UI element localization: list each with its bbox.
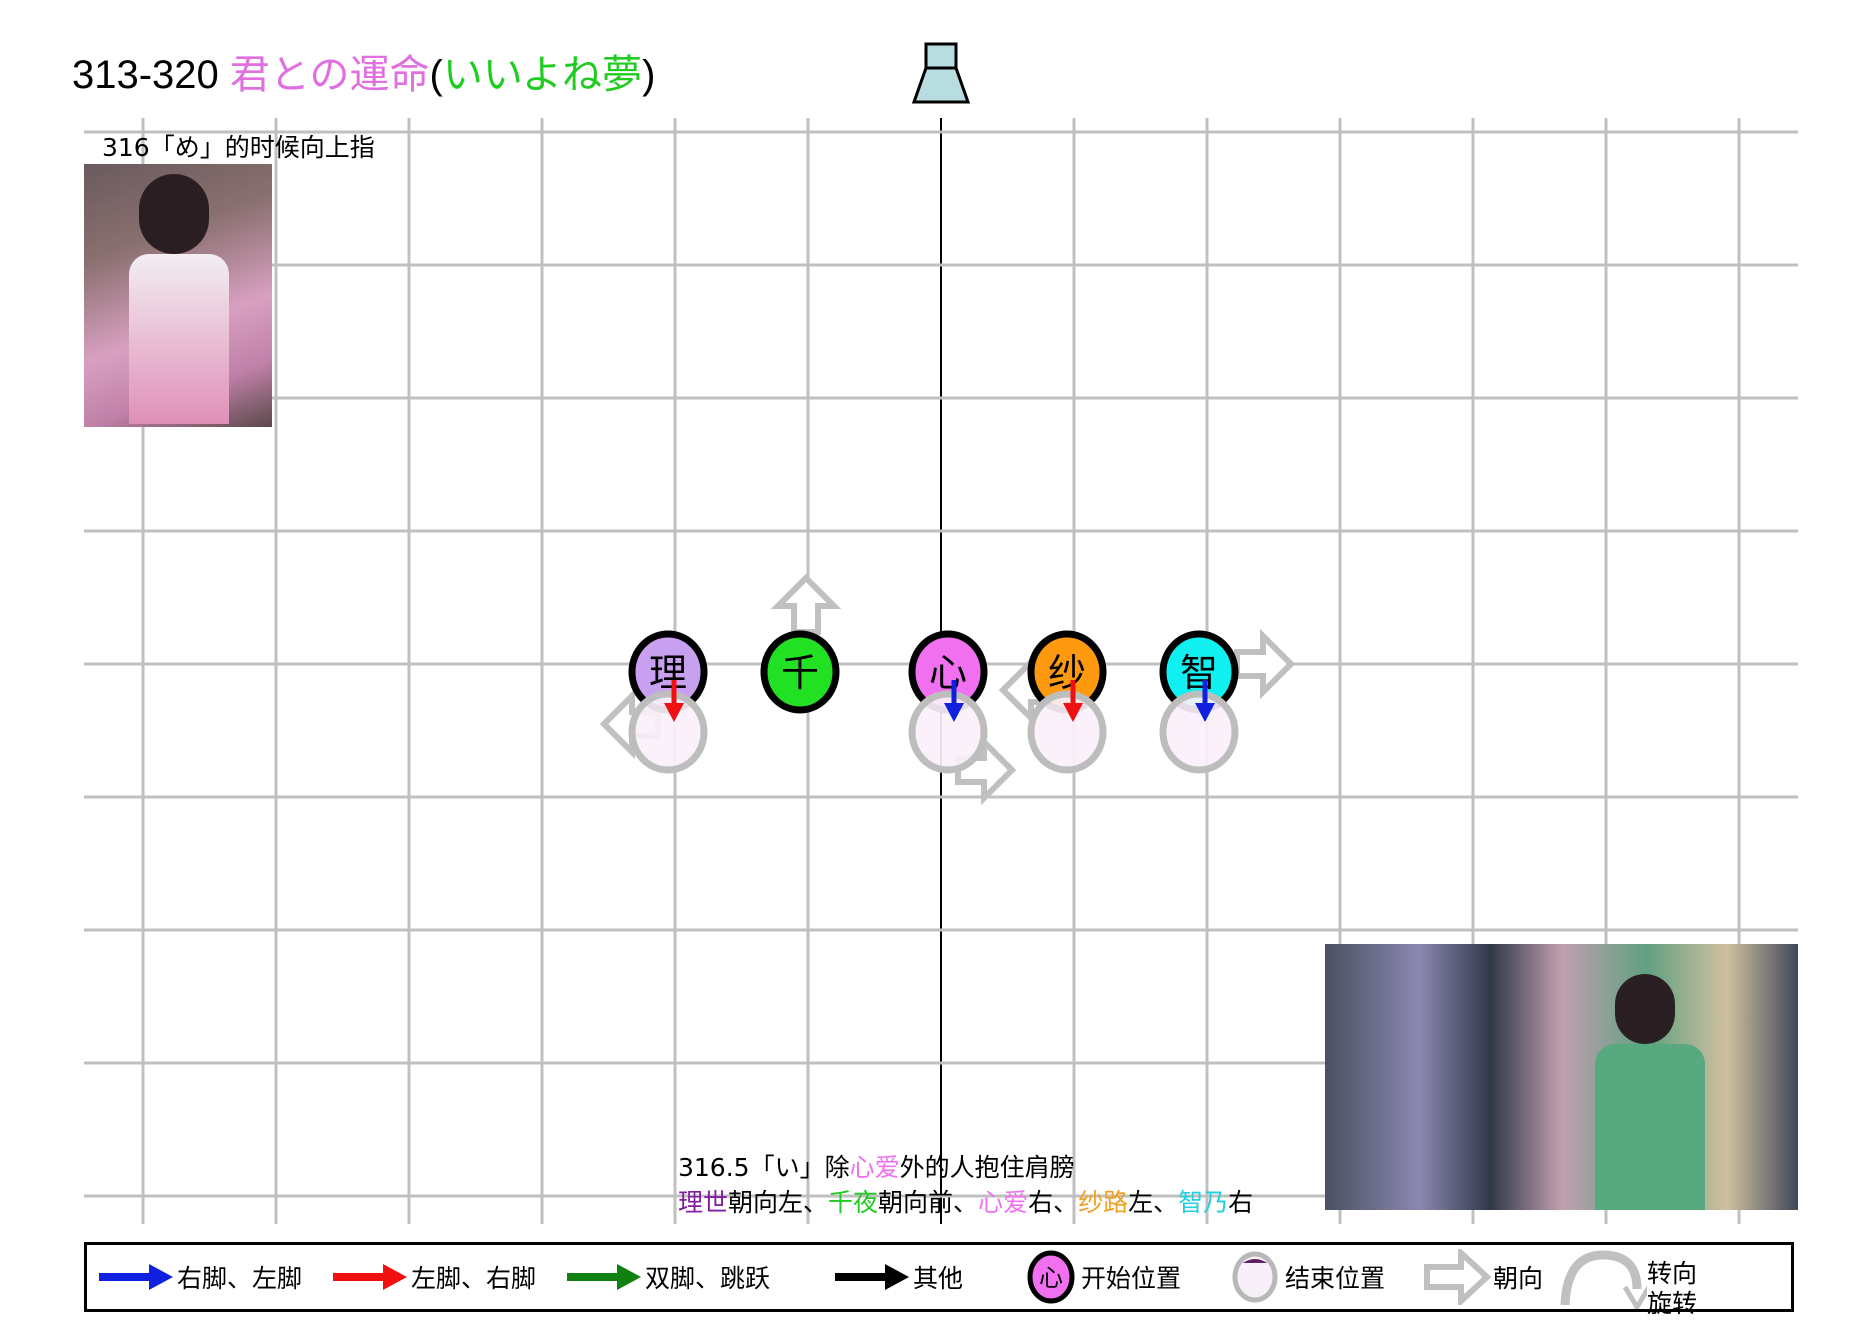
legend-turn: 转向 旋转 xyxy=(1557,1245,1697,1318)
svg-text:心: 心 xyxy=(1039,1264,1063,1292)
legend: 右脚、左脚 左脚、右脚 双脚、跳跃 其他 心 开始位置 结束位置 朝向 转向 旋转 xyxy=(84,1242,1794,1318)
facing-arrow-icon xyxy=(955,734,1017,806)
note-member: 心爱 xyxy=(849,1153,900,1182)
note-member: 心爱 xyxy=(978,1188,1029,1217)
turn-arrow-icon xyxy=(1560,1250,1647,1309)
note-text: 朝向左、 xyxy=(728,1188,829,1217)
legend-label: 朝向 xyxy=(1493,1264,1544,1293)
facing-arrow-icon xyxy=(1234,628,1296,700)
legend-label: 其他 xyxy=(913,1264,964,1293)
legend-turn-label: 转向 旋转 xyxy=(1647,1259,1697,1319)
legend-start: 心 开始位置 xyxy=(1025,1245,1181,1309)
reference-photo-2 xyxy=(1325,944,1798,1210)
paren: ) xyxy=(642,53,656,97)
member-label: 智 xyxy=(1180,651,1218,695)
foot-step-arrowhead xyxy=(664,703,684,722)
note-text: 左、 xyxy=(1128,1188,1179,1217)
paren: ( xyxy=(429,53,443,97)
stage-icon xyxy=(911,42,971,104)
start-position-理世: 理 xyxy=(628,630,708,714)
legend-label: 双脚、跳跃 xyxy=(645,1264,771,1293)
start-position-纱路: 纱 xyxy=(1027,630,1107,714)
page-title: 313-320 君との運命(いいよね夢) xyxy=(72,42,655,100)
green-arrow-icon xyxy=(567,1264,641,1290)
start-position-千夜: 千 xyxy=(760,630,840,714)
legend-facing: 朝向 xyxy=(1423,1245,1543,1309)
start-position-心爱: 心 xyxy=(908,630,988,714)
facing-arrow-icon xyxy=(770,573,842,635)
legend-label: 开始位置 xyxy=(1081,1264,1182,1293)
note-text: 右 xyxy=(1228,1188,1254,1217)
member-label: 千 xyxy=(781,651,819,695)
end-position-纱路 xyxy=(1027,690,1107,774)
note-text: 外的人抱住肩膀 xyxy=(899,1153,1075,1182)
note-member: 理世 xyxy=(678,1188,729,1217)
end-position-理世 xyxy=(628,690,708,774)
facing-arrow-icon xyxy=(1424,1249,1492,1305)
legend-left-foot: 左脚、右脚 xyxy=(331,1245,536,1309)
note-text: 右、 xyxy=(1028,1188,1079,1217)
legend-end: 结束位置 xyxy=(1229,1245,1385,1309)
legend-both-feet: 双脚、跳跃 xyxy=(565,1245,770,1309)
end-position-icon xyxy=(1232,1251,1278,1303)
note-member: 纱路 xyxy=(1078,1188,1129,1217)
end-position-心爱 xyxy=(908,690,988,774)
reference-photo-1 xyxy=(84,164,272,427)
blue-arrow-icon xyxy=(99,1264,173,1290)
legend-label: 右脚、左脚 xyxy=(177,1264,303,1293)
foot-step-arrowhead xyxy=(944,703,964,722)
note-member: 千夜 xyxy=(828,1188,879,1217)
foot-step-arrowhead xyxy=(1063,703,1083,722)
black-arrow-icon xyxy=(835,1264,909,1290)
members-layer: 理千心纱智 xyxy=(599,573,1296,806)
bottom-note-line2: 理世朝向左、千夜朝向前、心爱右、纱路左、智乃右 xyxy=(678,1183,1253,1219)
red-arrow-icon xyxy=(333,1264,407,1290)
start-position-icon: 心 xyxy=(1027,1250,1075,1304)
legend-label: 结束位置 xyxy=(1285,1264,1386,1293)
legend-right-foot: 右脚、左脚 xyxy=(97,1245,302,1309)
bottom-note-line1: 316.5「い」除心爱外的人抱住肩膀 xyxy=(678,1148,1075,1184)
top-note: 316「め」的时候向上指 xyxy=(102,133,375,162)
member-label: 纱 xyxy=(1048,651,1086,695)
note-text: 朝向前、 xyxy=(878,1188,979,1217)
foot-step-arrowhead xyxy=(1195,703,1215,722)
legend-label: 旋转 xyxy=(1647,1289,1698,1318)
legend-label: 转向 xyxy=(1647,1259,1698,1288)
title-range: 313-320 xyxy=(72,53,219,97)
member-label: 心 xyxy=(929,651,967,695)
note-member: 智乃 xyxy=(1178,1188,1229,1217)
member-label: 理 xyxy=(649,651,687,695)
unit-name: いいよね夢 xyxy=(442,53,643,97)
song-title: 君との運命 xyxy=(229,53,430,97)
legend-label: 左脚、右脚 xyxy=(411,1264,537,1293)
legend-other: 其他 xyxy=(833,1245,963,1309)
note-text: 316.5「い」除 xyxy=(678,1153,850,1182)
end-position-智乃 xyxy=(1159,690,1239,774)
